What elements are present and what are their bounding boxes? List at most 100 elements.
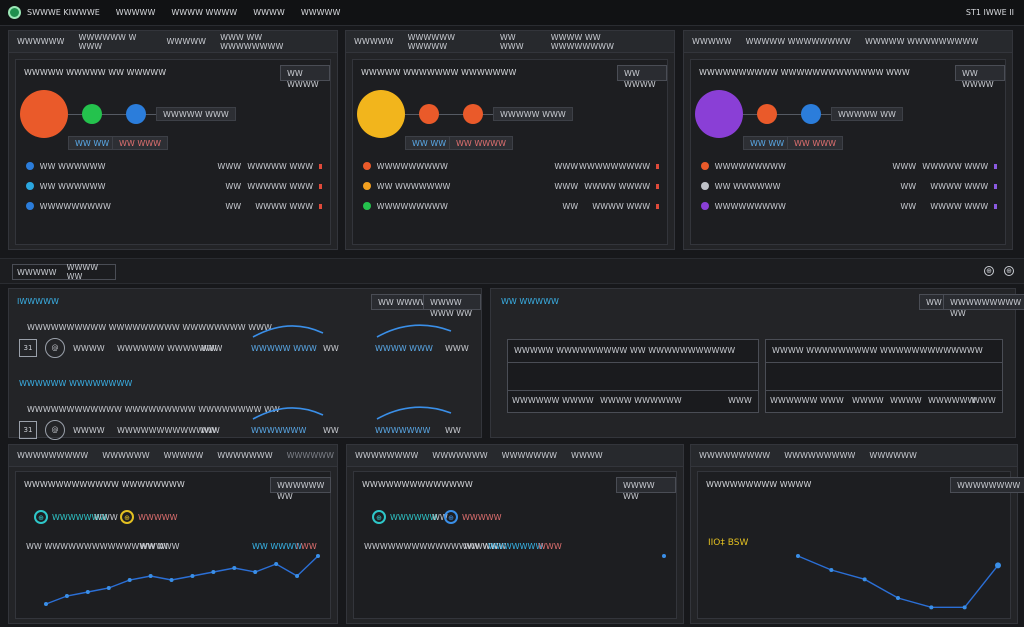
- token-icon-b[interactable]: ⊕: [444, 510, 458, 524]
- data-point[interactable]: [127, 578, 132, 582]
- data-point[interactable]: [44, 602, 48, 606]
- chart-tab[interactable]: WWWWWWW: [217, 451, 273, 460]
- chart-tab[interactable]: WWWWWWW: [432, 451, 488, 460]
- table-cell[interactable]: WWWWWW: [512, 396, 560, 405]
- token-icon-a[interactable]: ⊕: [34, 510, 48, 524]
- data-point[interactable]: [274, 562, 279, 566]
- chart-tab[interactable]: WWWWWWWWW: [699, 451, 771, 460]
- chart-button[interactable]: WWWW WW: [616, 477, 676, 501]
- data-point[interactable]: [295, 574, 300, 578]
- list-item[interactable]: WWWWWWWWW WW WWWW WWW: [701, 200, 997, 212]
- panel-tab[interactable]: WWWWW: [166, 37, 207, 46]
- list-item[interactable]: WW WWWWWW WW WWWWW WWW: [26, 180, 322, 192]
- data-point[interactable]: [796, 554, 800, 558]
- calendar-icon[interactable]: 31: [19, 421, 37, 439]
- tertiary-node[interactable]: [801, 104, 821, 124]
- chart-tab[interactable]: WWWWWWWWW: [17, 451, 89, 460]
- token-icon-b[interactable]: ⊕: [120, 510, 134, 524]
- data-point[interactable]: [232, 566, 237, 570]
- panel-tab[interactable]: WWWWW WWWWWWWW: [745, 37, 851, 46]
- nodes-panel-2: WWWWW WWWWWW WWWWW WW WWW WWWW WW WWWWWWWW W…: [345, 30, 675, 250]
- flows-button-b[interactable]: WWWW WWW WW: [423, 294, 481, 318]
- item-value: WWW: [217, 161, 242, 171]
- data-point[interactable]: [929, 605, 934, 610]
- nav-item-3[interactable]: WWWW: [253, 8, 285, 17]
- primary-node[interactable]: [20, 90, 68, 138]
- table-cell[interactable]: WWWW: [890, 396, 922, 405]
- section-tab-a[interactable]: WWWWW: [17, 267, 57, 277]
- flow-arcs: [252, 324, 452, 338]
- chart-tab-right[interactable]: WWWWWW: [286, 451, 335, 460]
- add-icon[interactable]: ⊕: [984, 266, 994, 276]
- primary-node[interactable]: [357, 90, 405, 138]
- list-item[interactable]: WW WWWWWW WW WWWW WWW: [701, 180, 997, 192]
- primary-node[interactable]: [695, 90, 743, 138]
- list-item[interactable]: WWWWWWWWW WWW WWWWW WWW: [701, 160, 997, 172]
- data-point[interactable]: [253, 570, 258, 574]
- data-point[interactable]: [896, 596, 900, 600]
- secondary-node[interactable]: [757, 104, 777, 124]
- tertiary-node[interactable]: [126, 104, 146, 124]
- panel-tab[interactable]: WW WWW: [499, 32, 524, 51]
- chart-tab[interactable]: WWWWWW: [869, 451, 917, 460]
- data-point[interactable]: [662, 554, 666, 558]
- panel-tab[interactable]: WWWW WW WWWWWWWW: [550, 32, 614, 51]
- nodes-button[interactable]: WW WWWW: [955, 65, 1005, 89]
- panel-tab[interactable]: WWWWW: [354, 37, 394, 46]
- section-tab-b[interactable]: WWWW WW: [66, 263, 99, 281]
- table-button-a[interactable]: WW: [919, 294, 949, 310]
- chart-tab[interactable]: WWWWWWWW: [355, 451, 419, 460]
- panel-tab[interactable]: WWWWWW WWWWW: [407, 32, 456, 51]
- data-point[interactable]: [962, 605, 967, 610]
- data-point[interactable]: [829, 568, 834, 572]
- data-point[interactable]: [995, 562, 1001, 569]
- chart-tab[interactable]: WWWWWWW: [501, 451, 558, 460]
- data-point[interactable]: [190, 574, 195, 578]
- data-point[interactable]: [316, 554, 320, 558]
- nav-item-4[interactable]: WWWWW: [300, 8, 341, 17]
- nav-item-2[interactable]: WWWW WWWW: [171, 8, 238, 17]
- list-item[interactable]: WWWWWWWWW WW WWWW WWW: [26, 200, 322, 212]
- chart-button[interactable]: WWWWWW WW: [270, 477, 332, 501]
- secondary-node[interactable]: [82, 104, 102, 124]
- list-item[interactable]: WW WWWWWWW WWW WWWW WWWW: [363, 180, 659, 192]
- nodes-button[interactable]: WW WWWW: [617, 65, 667, 89]
- table-cell[interactable]: WWWW: [852, 396, 884, 405]
- list-item[interactable]: WW WWWWWW WWW WWWWW WWW: [26, 160, 322, 172]
- list-item[interactable]: WWWWWWWWW WWW WWWWWWWWW: [363, 160, 659, 172]
- data-point[interactable]: [106, 586, 111, 590]
- target-icon[interactable]: ⊕: [1004, 266, 1014, 276]
- data-point[interactable]: [169, 578, 174, 582]
- chart-tab[interactable]: WWWW: [571, 451, 603, 460]
- table-cell[interactable]: WWWWWW: [928, 396, 976, 405]
- flow-arcs: [252, 406, 452, 420]
- data-point[interactable]: [148, 574, 153, 578]
- settings-icon[interactable]: @: [45, 338, 65, 358]
- panel-tab[interactable]: WWW WW WWWWWWWW: [220, 32, 284, 51]
- table-cell[interactable]: WWW: [820, 396, 844, 405]
- table-cell[interactable]: WWWW: [562, 396, 594, 405]
- nav-item-1[interactable]: WWWWW: [115, 8, 156, 17]
- chart-button[interactable]: WWWWWWWW: [950, 477, 1024, 493]
- chart-tab[interactable]: WWWWWW: [102, 451, 150, 460]
- chart-tab[interactable]: WWWWWWWWW: [784, 451, 856, 460]
- data-point[interactable]: [64, 594, 69, 598]
- table-cell[interactable]: WWWWWW: [770, 396, 818, 405]
- secondary-node[interactable]: [419, 104, 439, 124]
- panel-tab[interactable]: WWWWWW W WWW: [78, 32, 137, 51]
- tertiary-node[interactable]: [463, 104, 483, 124]
- nodes-button[interactable]: WW WWWW: [280, 65, 330, 89]
- token-icon-a[interactable]: ⊕: [372, 510, 386, 524]
- panel-tab[interactable]: WWWWW WWWWWWWWW: [864, 37, 979, 46]
- chart-tab[interactable]: WWWWW: [163, 451, 204, 460]
- calendar-icon[interactable]: 31: [19, 339, 37, 357]
- list-item[interactable]: WWWWWWWWW WW WWWW WWW: [363, 200, 659, 212]
- settings-icon[interactable]: @: [45, 420, 65, 440]
- data-point[interactable]: [211, 570, 216, 574]
- data-point[interactable]: [862, 577, 867, 582]
- table-button-b[interactable]: WWWWWWWWW WW: [943, 294, 1024, 318]
- data-point[interactable]: [85, 590, 90, 594]
- panel-tab[interactable]: WWWWW: [692, 37, 732, 46]
- table-cell[interactable]: WWWW WWWWWW: [600, 396, 682, 405]
- panel-tab[interactable]: WWWWWW: [17, 37, 65, 46]
